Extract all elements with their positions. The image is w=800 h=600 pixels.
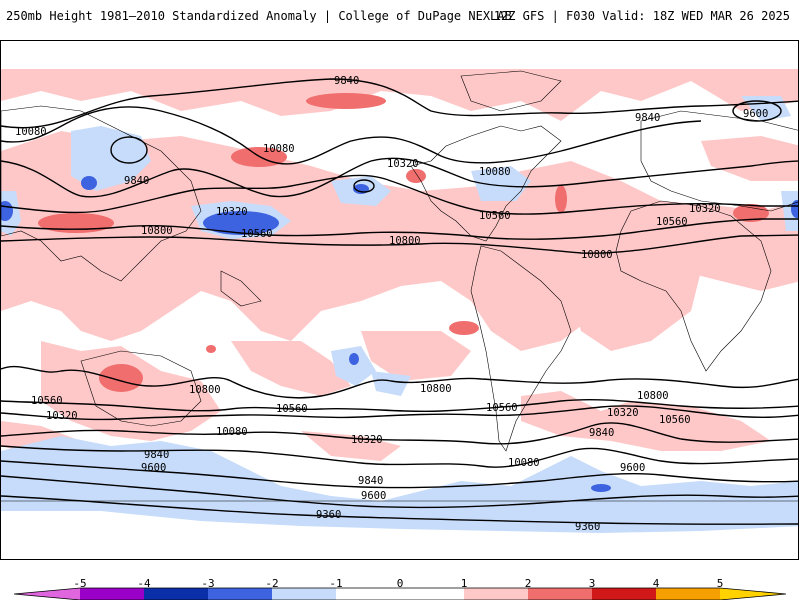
model-run-info: 12Z GFS | F030 Valid: 18Z WED MAR 26 202… [493, 9, 790, 23]
contour-label: 10800 [581, 249, 613, 261]
contour-label: 10800 [189, 384, 221, 396]
colorbar-tick-label: 5 [716, 577, 724, 590]
contour-label: 10320 [351, 434, 383, 446]
colorbar-segment [656, 588, 720, 600]
contour-label: 10560 [241, 228, 273, 240]
contour-label: 10560 [656, 216, 688, 228]
contour-label: 10080 [15, 126, 47, 138]
colorbar-tick-label: 3 [588, 577, 596, 590]
map-title: 250mb Height 1981–2010 Standardized Anom… [6, 9, 512, 23]
colorbar-svg [13, 587, 787, 600]
contour-label: 9600 [361, 490, 386, 502]
contour-label: 10800 [389, 235, 421, 247]
contour-label: 9840 [589, 427, 614, 439]
contour-label: 10800 [141, 225, 173, 237]
contour-label: 9840 [358, 475, 383, 487]
colorbar-segment [80, 588, 144, 600]
contour-label: 9600 [743, 108, 768, 120]
contour-label: 10320 [689, 203, 721, 215]
contour-label: 10560 [479, 210, 511, 222]
contour-label: 10320 [46, 410, 78, 422]
map-svg: 9840 10080 10080 9840 10320 10560 10800 … [1, 69, 798, 533]
contour-label: 10080 [479, 166, 511, 178]
colorbar-tick-label: 4 [652, 577, 660, 590]
contour-label: 10560 [276, 403, 308, 415]
contour-label: 10080 [216, 426, 248, 438]
colorbar-segment [14, 588, 80, 600]
contour-label: 9600 [141, 462, 166, 474]
contour-label: 10320 [387, 158, 419, 170]
contour-label: 10080 [508, 457, 540, 469]
positive-anomaly-fill [1, 69, 798, 461]
height-contours [1, 78, 798, 525]
strong-negative-fill [1, 176, 798, 492]
colorbar-tick-label: -2 [265, 577, 279, 590]
colorbar-segment [336, 588, 464, 600]
colorbar-tick-label: 1 [460, 577, 468, 590]
colorbar-segment [464, 588, 528, 600]
colorbar-segment [592, 588, 656, 600]
colorbar-tick-label: 0 [396, 577, 404, 590]
contour-label: 10320 [216, 206, 248, 218]
coastlines [1, 70, 798, 502]
contour-label: 9840 [144, 449, 169, 461]
colorbar-segment [208, 588, 272, 600]
header-bar: 250mb Height 1981–2010 Standardized Anom… [0, 0, 800, 40]
anomaly-map[interactable]: 9840 10080 10080 9840 10320 10560 10800 … [0, 40, 799, 560]
colorbar-tick-label: -1 [329, 577, 343, 590]
colorbar-tick-label: -5 [73, 577, 87, 590]
contour-label: 9840 [334, 75, 359, 87]
contour-label: 9600 [620, 462, 645, 474]
contour-label: 10560 [659, 414, 691, 426]
contour-label: 9840 [635, 112, 660, 124]
colorbar-tick-label: 2 [524, 577, 532, 590]
contour-label: 9360 [316, 509, 341, 521]
colorbar-segment [144, 588, 208, 600]
contour-label: 10560 [31, 395, 63, 407]
contour-label: 10800 [420, 383, 452, 395]
colorbar-segment [528, 588, 592, 600]
colorbar-segment [272, 588, 336, 600]
contour-label: 9840 [124, 175, 149, 187]
contour-labels: 9840 10080 10080 9840 10320 10560 10800 … [15, 75, 768, 533]
colorbar-segment [720, 588, 786, 600]
contour-label: 10800 [637, 390, 669, 402]
colorbar: -5 -4 -3 -2 -1 0 1 2 3 4 5 [0, 566, 800, 600]
contour-label: 10560 [486, 402, 518, 414]
colorbar-tick-label: -3 [201, 577, 215, 590]
contour-label: 10080 [263, 143, 295, 155]
contour-label: 9360 [575, 521, 600, 533]
colorbar-tick-label: -4 [137, 577, 151, 590]
contour-label: 10320 [607, 407, 639, 419]
